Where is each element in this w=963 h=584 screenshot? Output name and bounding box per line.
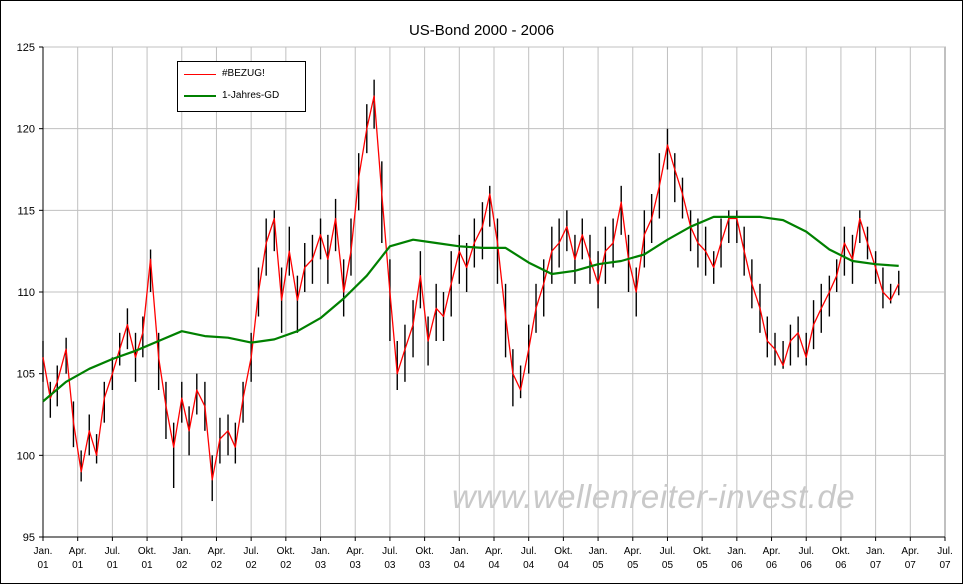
x-tick-label-month: Jan.: [866, 546, 885, 557]
x-tick-label-year: 05: [697, 560, 709, 571]
x-tick-label-month: Okt.: [832, 546, 850, 557]
x-tick-label-month: Okt.: [138, 546, 156, 557]
x-tick-label-month: Apr.: [346, 546, 364, 557]
gridlines: [43, 46, 945, 538]
x-tick-label-year: 03: [315, 560, 327, 571]
x-tick-label-month: Okt.: [693, 546, 711, 557]
x-tick-label-year: 01: [107, 560, 119, 571]
x-tick-label-month: Apr.: [901, 546, 919, 557]
chart-title: US-Bond 2000 - 2006: [408, 22, 555, 39]
x-tick-label-month: Jul.: [382, 546, 398, 557]
x-tick-label-year: 07: [870, 560, 882, 571]
x-tick-label-year: 01: [37, 560, 49, 571]
x-tick-label-year: 02: [280, 560, 292, 571]
x-tick-label-year: 06: [731, 560, 743, 571]
x-tick-label-month: Okt.: [277, 546, 295, 557]
x-tick-label-year: 04: [558, 560, 570, 571]
y-tick-label: 110: [17, 287, 35, 299]
x-tick-label-year: 01: [142, 560, 154, 571]
y-tick-label: 125: [17, 42, 35, 54]
x-tick-label-month: Jan.: [589, 546, 608, 557]
x-tick-label-year: 06: [766, 560, 778, 571]
x-tick-label-year: 01: [72, 560, 84, 571]
x-tick-label-month: Jan.: [727, 546, 746, 557]
x-tick-label-month: Jan.: [172, 546, 191, 557]
x-tick-label-month: Jul.: [243, 546, 259, 557]
x-tick-label-month: Apr.: [208, 546, 226, 557]
legend-label: #BEZUG!: [222, 68, 265, 79]
x-tick-label-year: 02: [211, 560, 223, 571]
x-tick-label-year: 03: [384, 560, 396, 571]
x-tick-label-month: Jan.: [311, 546, 330, 557]
x-tick-label-month: Okt.: [554, 546, 572, 557]
y-tick-label: 105: [17, 369, 35, 381]
watermark: www.wellenreiter-invest.de: [452, 478, 856, 515]
y-axis: 95 100 105 110 115 120 125: [17, 42, 44, 544]
legend-swatch-red: [184, 74, 216, 75]
x-tick-label-year: 06: [801, 560, 813, 571]
x-tick-label-year: 07: [905, 560, 917, 571]
series-bezug-line: [42, 95, 900, 481]
x-tick-label-year: 04: [454, 560, 466, 571]
x-tick-label-month: Okt.: [415, 546, 433, 557]
y-tick-label: 115: [17, 205, 35, 217]
x-tick-label-month: Jul.: [937, 546, 953, 557]
x-tick-label-year: 05: [662, 560, 674, 571]
x-tick-label-month: Jan.: [450, 546, 469, 557]
x-tick-label-month: Jan.: [34, 546, 53, 557]
x-tick-label-month: Jul.: [660, 546, 676, 557]
x-tick-label-year: 04: [523, 560, 535, 571]
legend-label: 1-Jahres-GD: [222, 90, 280, 101]
x-tick-label-month: Apr.: [485, 546, 503, 557]
legend-swatch-green: [184, 95, 216, 97]
x-tick-label-year: 02: [176, 560, 188, 571]
y-tick-label: 95: [23, 532, 35, 544]
x-axis: Jan. 01 Apr. 01 Jul. 01 Okt. 01 Jan. 02 Apr. 02 Jul.…: [34, 536, 953, 571]
x-tick-label-month: Jul.: [798, 546, 814, 557]
x-tick-label-year: 07: [939, 560, 951, 571]
x-tick-label-month: Apr.: [763, 546, 781, 557]
x-tick-label-year: 05: [627, 560, 639, 571]
x-tick-label-year: 03: [350, 560, 362, 571]
x-tick-label-year: 02: [246, 560, 258, 571]
legend: #BEZUG! 1-Jahres-GD: [177, 61, 306, 112]
x-tick-label-year: 05: [593, 560, 605, 571]
x-tick-label-month: Jul.: [105, 546, 121, 557]
y-tick-label: 100: [17, 450, 35, 462]
x-tick-label-year: 06: [835, 560, 847, 571]
series-1-jahres-gd-line: [42, 215, 899, 403]
x-tick-label-month: Apr.: [624, 546, 642, 557]
x-tick-label-month: Apr.: [69, 546, 87, 557]
x-tick-label-year: 03: [419, 560, 431, 571]
y-tick-label: 120: [17, 124, 35, 136]
x-tick-label-month: Jul.: [521, 546, 537, 557]
moving-average-line: [42, 215, 899, 403]
price-close-line: [42, 95, 900, 481]
x-tick-label-year: 04: [488, 560, 500, 571]
